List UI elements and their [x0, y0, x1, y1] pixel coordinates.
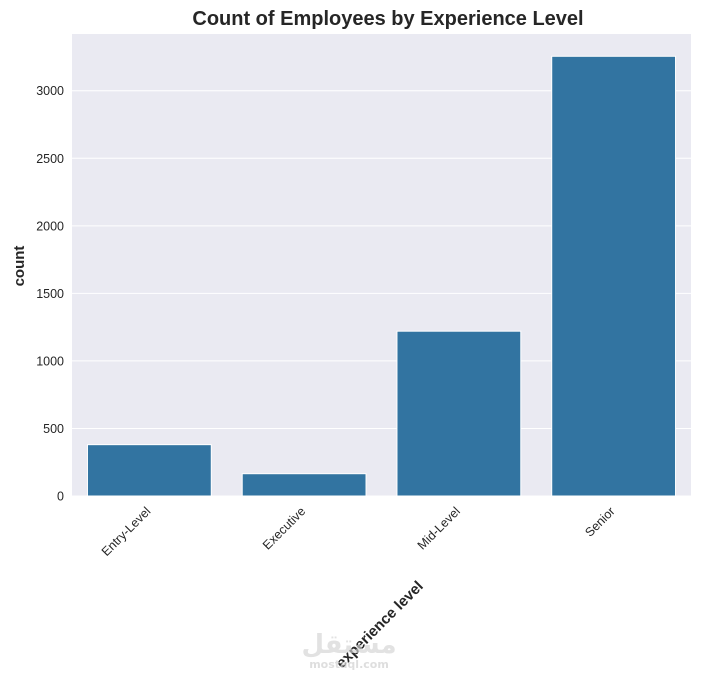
- bar-entry-level: [86, 444, 212, 497]
- bar-mid-level: [396, 330, 522, 497]
- chart-title: Count of Employees by Experience Level: [192, 8, 583, 30]
- y-tick-label: 1500: [36, 287, 64, 301]
- y-tick-label: 3000: [36, 84, 64, 98]
- y-tick-label: 500: [43, 422, 64, 436]
- watermark-site: mostaql.com: [309, 658, 389, 671]
- watermark: مستقل mostaql.com: [301, 630, 396, 671]
- x-tick-label: Executive: [260, 504, 308, 552]
- y-tick-label: 0: [57, 490, 64, 504]
- watermark-brand: مستقل: [301, 630, 396, 660]
- x-axis-ticks: Entry-Level Executive Mid-Level Senior: [99, 504, 618, 559]
- y-axis-label: count: [11, 246, 28, 287]
- x-tick-label: Senior: [582, 504, 617, 539]
- y-tick-label: 2500: [36, 152, 64, 166]
- y-tick-label: 2000: [36, 219, 64, 233]
- y-axis-ticks: 0 500 1000 1500 2000 2500 3000: [36, 84, 64, 503]
- bar-executive: [241, 473, 367, 497]
- y-tick-label: 1000: [36, 354, 64, 368]
- x-tick-label: Entry-Level: [99, 504, 154, 559]
- bars: [86, 55, 677, 497]
- bar-senior: [551, 55, 677, 497]
- x-tick-label: Mid-Level: [415, 504, 463, 552]
